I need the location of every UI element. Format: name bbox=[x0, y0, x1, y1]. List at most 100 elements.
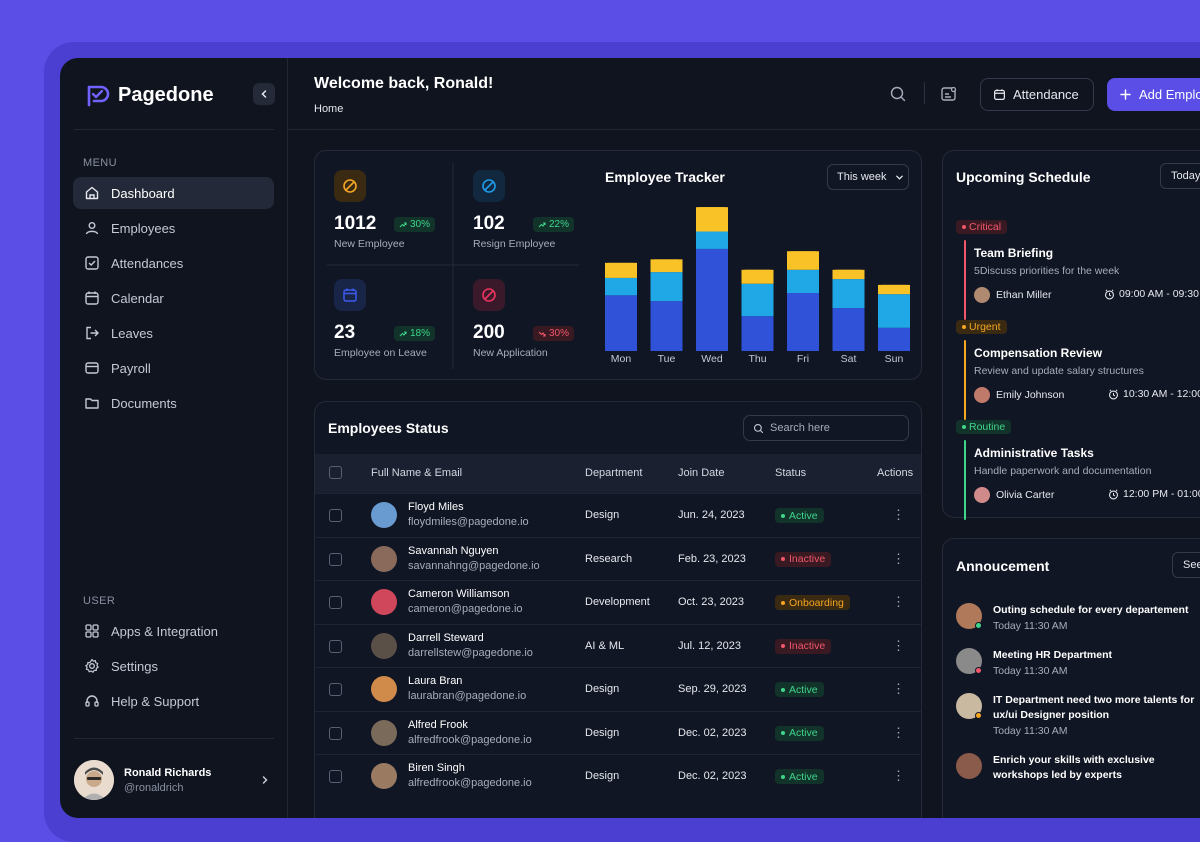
x-tick-label: Thu bbox=[748, 353, 767, 365]
stat-icon-box bbox=[334, 279, 366, 311]
bar-segment-tue-0[interactable] bbox=[650, 301, 683, 351]
row-checkbox[interactable] bbox=[329, 596, 342, 609]
table-row[interactable]: Biren Singh alfredfrook@pagedone.io Design… bbox=[315, 754, 921, 797]
notification-icon[interactable] bbox=[940, 85, 958, 103]
announcement-item[interactable]: Outing schedule for every departement Tod… bbox=[956, 603, 1200, 653]
event-assignee: Emily Johnson bbox=[974, 387, 1064, 403]
week-range-select[interactable]: This week bbox=[827, 164, 909, 190]
logout-icon bbox=[86, 326, 99, 340]
sidebar-item-leaves[interactable]: Leaves bbox=[73, 317, 274, 349]
search-input[interactable]: Search here bbox=[743, 415, 909, 441]
status-text: Active bbox=[789, 770, 818, 783]
column-header-status[interactable]: Status bbox=[775, 467, 807, 479]
status-dot bbox=[781, 644, 785, 648]
sidebar-item-payroll[interactable]: Payroll bbox=[73, 352, 274, 384]
column-header-name[interactable]: Full Name & Email bbox=[371, 467, 463, 479]
dashboard-app: Pagedone MENU Dashboard Employees Attend… bbox=[60, 58, 1200, 818]
row-checkbox[interactable] bbox=[329, 552, 342, 566]
priority-text: Routine bbox=[969, 421, 1006, 433]
avatar bbox=[74, 760, 114, 800]
bar-segment-fri-0[interactable] bbox=[787, 293, 819, 351]
brand-logo[interactable]: Pagedone bbox=[84, 82, 214, 108]
stat-icon-box bbox=[473, 279, 505, 311]
announcement-item[interactable]: Enrich your skills with exclusive worksho… bbox=[956, 753, 1200, 803]
announcement-text: Meeting HR Department bbox=[993, 649, 1113, 661]
table-row[interactable]: Darrell Steward darrellstew@pagedone.io AI… bbox=[315, 623, 921, 667]
row-actions-menu-icon[interactable]: ⋮ bbox=[892, 724, 905, 740]
sidebar-item-settings[interactable]: Settings bbox=[73, 650, 274, 682]
avatar-illustration bbox=[74, 760, 114, 800]
bar-segment-fri-1[interactable] bbox=[787, 269, 819, 293]
bar-segment-sun-0[interactable] bbox=[878, 327, 910, 351]
row-checkbox[interactable] bbox=[329, 726, 342, 740]
bar-segment-sat-1[interactable] bbox=[832, 279, 865, 309]
row-actions-menu-icon[interactable]: ⋮ bbox=[892, 768, 905, 783]
bar-segment-thu-1[interactable] bbox=[741, 283, 774, 317]
sidebar-item-documents[interactable]: Documents bbox=[73, 387, 274, 419]
employee-join-date: Feb. 23, 2023 bbox=[678, 552, 746, 565]
add-employee-button[interactable]: Add Employee bbox=[1107, 78, 1200, 111]
event-title: Compensation Review bbox=[974, 346, 1103, 360]
column-header-join-date[interactable]: Join Date bbox=[678, 467, 725, 479]
row-checkbox[interactable] bbox=[329, 509, 342, 522]
trend-up-icon bbox=[399, 221, 407, 227]
search-icon[interactable] bbox=[889, 85, 907, 103]
table-row[interactable]: Alfred Frook alfredfrook@pagedone.io Desig… bbox=[315, 710, 921, 754]
row-checkbox[interactable] bbox=[329, 683, 342, 696]
bar-segment-sun-1[interactable] bbox=[878, 294, 910, 328]
sidebar-item-attendances[interactable]: Attendances bbox=[73, 247, 274, 279]
stat-change: 30% bbox=[549, 328, 570, 339]
row-checkbox[interactable] bbox=[329, 639, 342, 653]
employee-email: alfredfrook@pagedone.io bbox=[408, 733, 532, 746]
employee-name: Biren Singh bbox=[408, 762, 465, 774]
assignee-name: Ethan Miller bbox=[996, 289, 1052, 301]
stat-label: Resign Employee bbox=[473, 238, 556, 250]
bar-segment-thu-0[interactable] bbox=[741, 316, 774, 351]
schedule-filter-button[interactable]: Today bbox=[1160, 163, 1200, 189]
event-description: Review and update salary structures bbox=[974, 365, 1144, 377]
table-row[interactable]: Floyd Miles floydmiles@pagedone.io Design J… bbox=[315, 493, 921, 536]
announcement-item[interactable]: IT Department need two more talents for u… bbox=[956, 693, 1200, 743]
sidebar-collapse-button[interactable] bbox=[253, 83, 275, 105]
row-actions-menu-icon[interactable]: ⋮ bbox=[892, 681, 905, 696]
row-checkbox[interactable] bbox=[329, 770, 342, 783]
row-actions-menu-icon[interactable]: ⋮ bbox=[892, 550, 905, 566]
status-text: Active bbox=[789, 683, 818, 696]
bar-segment-sat-0[interactable] bbox=[832, 308, 865, 351]
table-row[interactable]: Cameron Williamson cameron@pagedone.io Dev… bbox=[315, 580, 921, 623]
column-header-department[interactable]: Department bbox=[585, 467, 643, 479]
bar-segment-mon-1[interactable] bbox=[605, 277, 637, 296]
sidebar-item-calendar[interactable]: Calendar bbox=[73, 282, 274, 314]
event-time-text: 12:00 PM - 01:00 PM bbox=[1123, 488, 1200, 500]
avatar bbox=[371, 589, 397, 615]
sidebar-item-apps[interactable]: Apps & Integration bbox=[73, 615, 274, 647]
select-all-checkbox[interactable] bbox=[329, 466, 342, 479]
clock-icon bbox=[1109, 389, 1118, 399]
avatar bbox=[974, 287, 990, 303]
announcement-time: Today 11:30 AM bbox=[993, 620, 1068, 632]
priority-text: Urgent bbox=[969, 321, 1001, 333]
employee-join-date: Dec. 02, 2023 bbox=[678, 770, 747, 782]
stat-new-employee: 1012 30% New Employee bbox=[334, 170, 459, 250]
row-actions-menu-icon[interactable]: ⋮ bbox=[892, 507, 905, 522]
bar-segment-tue-1[interactable] bbox=[650, 272, 683, 302]
sidebar-item-label: Settings bbox=[111, 658, 158, 674]
sidebar-item-label: Leaves bbox=[111, 325, 153, 341]
breadcrumb[interactable]: Home bbox=[314, 103, 344, 115]
see-all-button[interactable]: See all bbox=[1172, 552, 1200, 578]
attendance-button[interactable]: Attendance bbox=[980, 78, 1094, 111]
profile-card[interactable]: Ronald Richards @ronaldrich bbox=[73, 750, 274, 810]
bar-segment-wed-0[interactable] bbox=[696, 248, 728, 351]
bar-segment-wed-1[interactable] bbox=[696, 231, 728, 249]
sidebar-item-help[interactable]: Help & Support bbox=[73, 685, 274, 717]
row-actions-menu-icon[interactable]: ⋮ bbox=[892, 637, 905, 653]
announcement-item[interactable]: Meeting HR Department Today 11:30 AM bbox=[956, 648, 1200, 698]
table-row[interactable]: Savannah Nguyen savannahng@pagedone.io Res… bbox=[315, 536, 921, 580]
assignee-name: Emily Johnson bbox=[996, 389, 1065, 401]
bar-segment-mon-0[interactable] bbox=[605, 295, 637, 351]
announcement-text: IT Department need two more talents for u… bbox=[993, 693, 1194, 723]
sidebar-item-employees[interactable]: Employees bbox=[73, 212, 274, 244]
sidebar-item-dashboard[interactable]: Dashboard bbox=[73, 177, 274, 209]
row-actions-menu-icon[interactable]: ⋮ bbox=[892, 594, 905, 609]
table-row[interactable]: Laura Bran laurabran@pagedone.io Design Sep… bbox=[315, 667, 921, 710]
